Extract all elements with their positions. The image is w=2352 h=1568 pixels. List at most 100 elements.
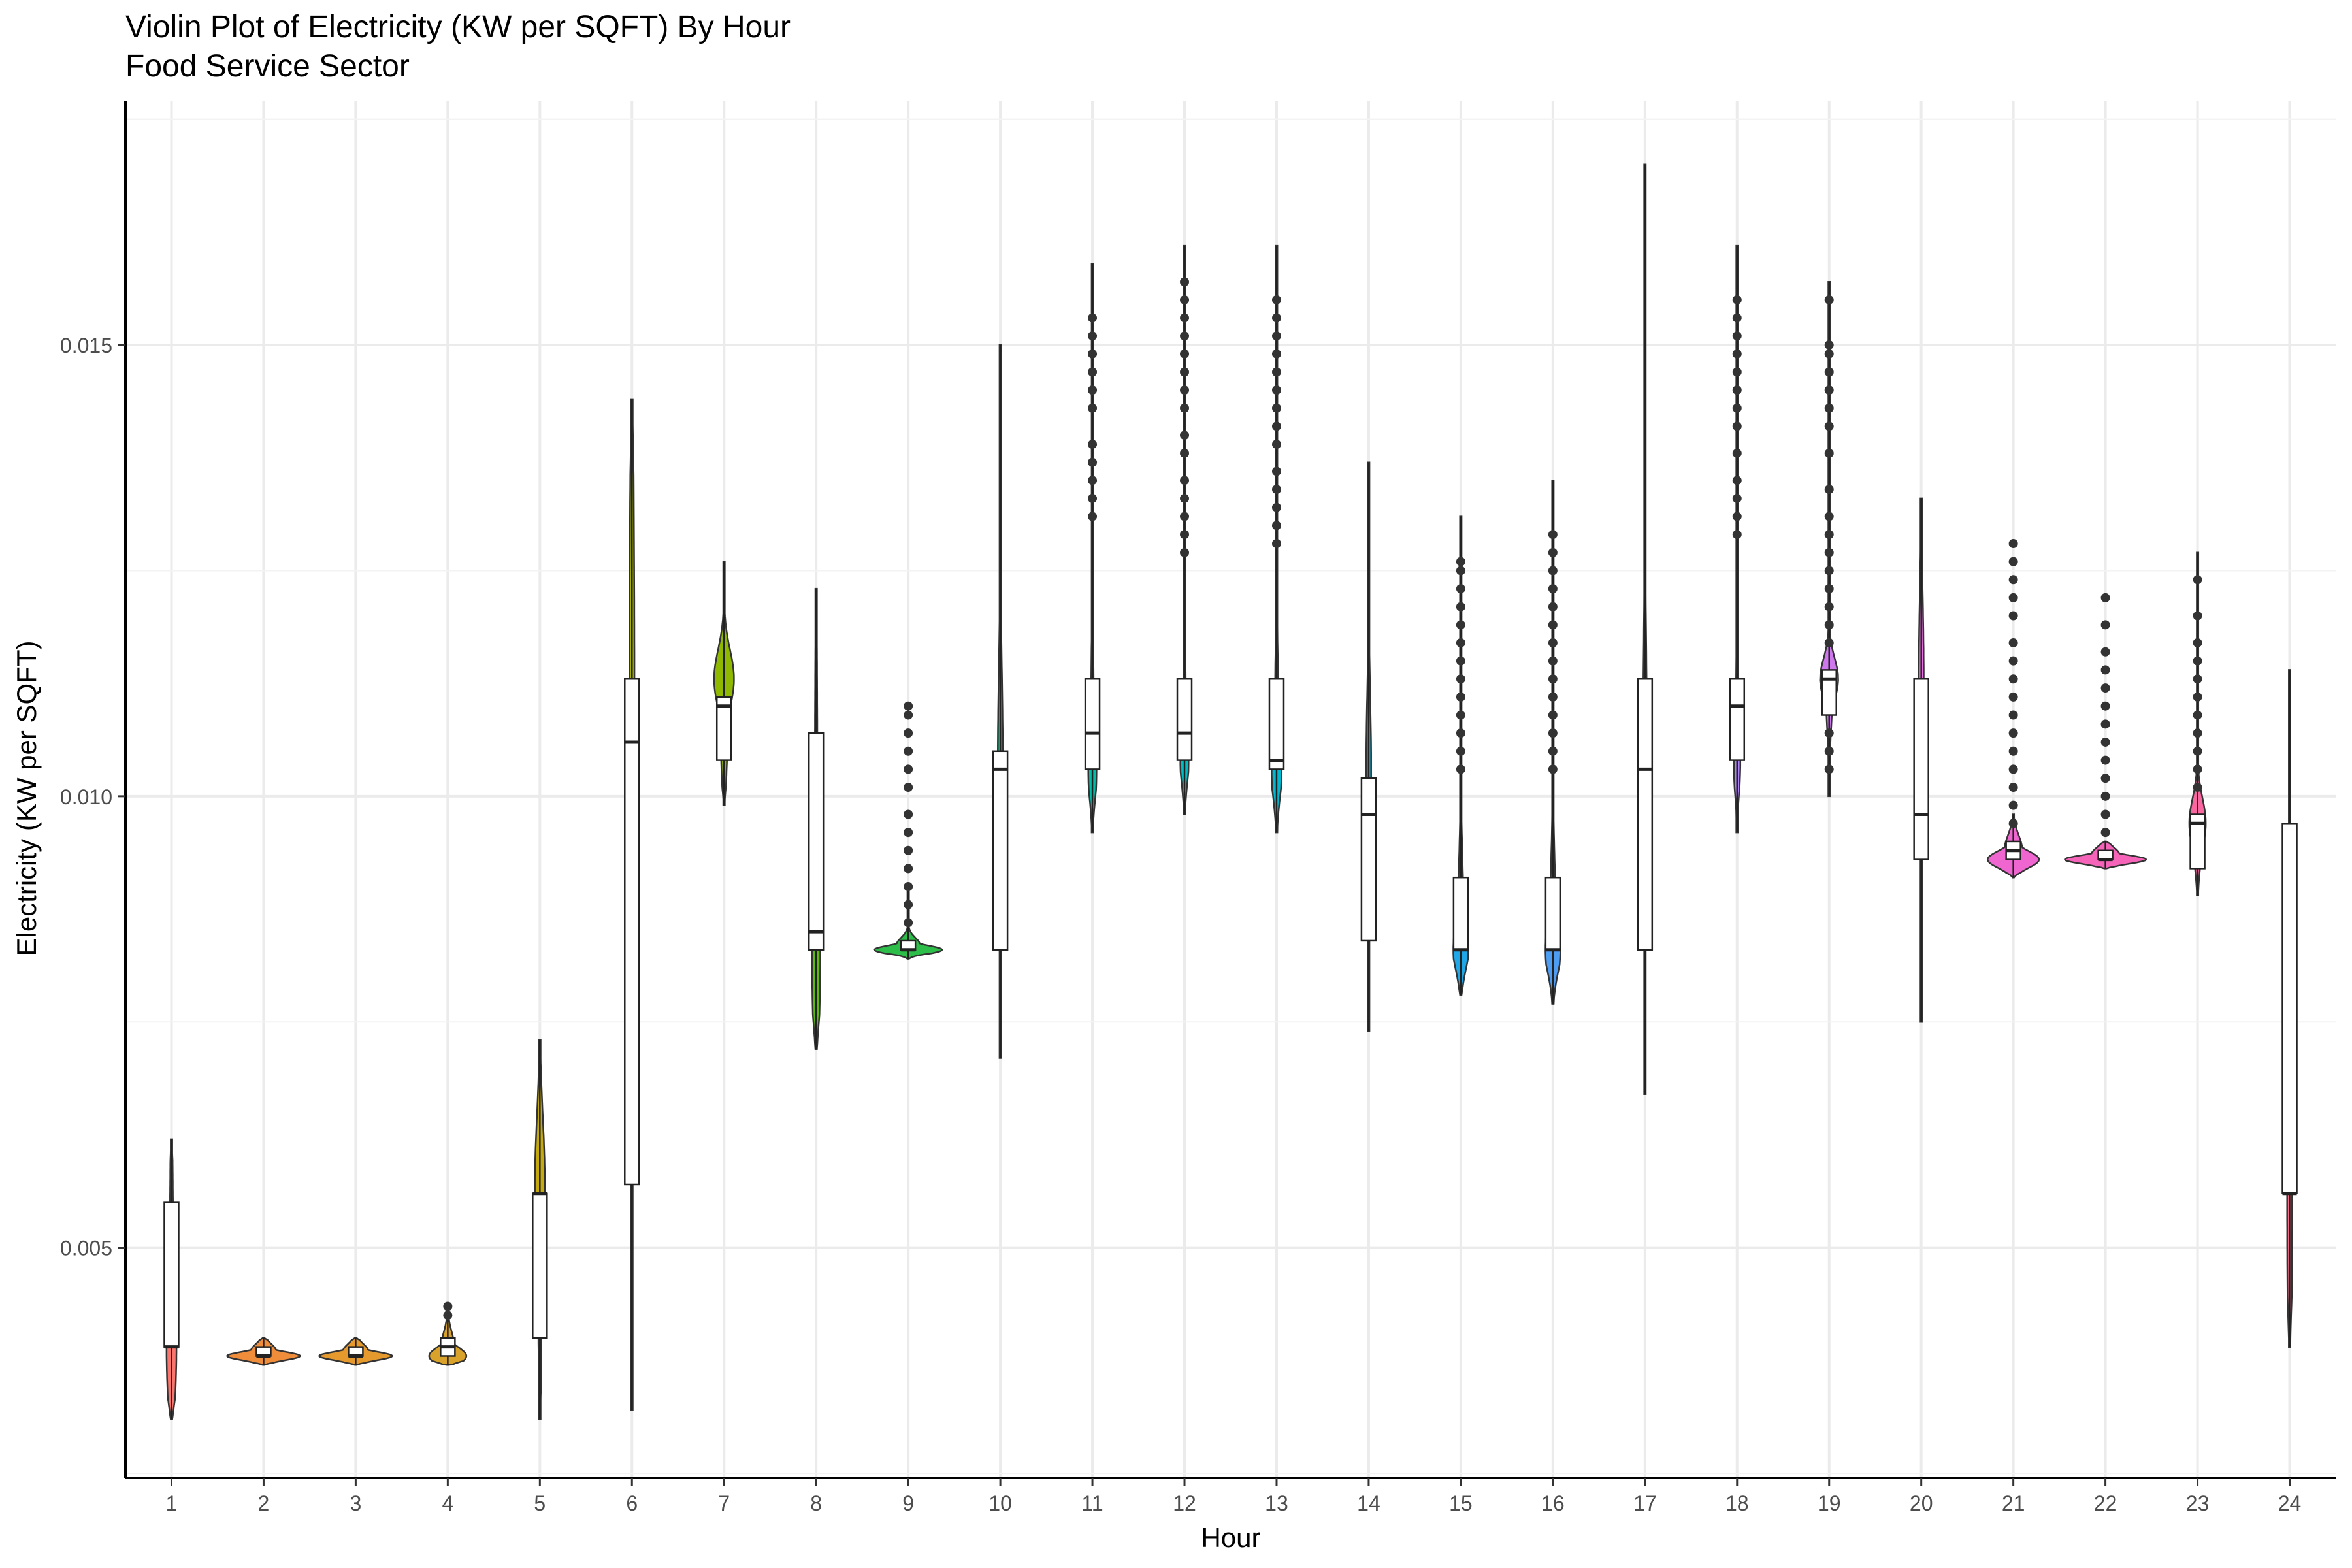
outlier-18-7 <box>1732 385 1742 395</box>
outlier-21-6 <box>2008 710 2018 720</box>
outlier-15-12 <box>1456 557 1465 566</box>
box-12 <box>1176 678 1193 761</box>
outlier-19-18 <box>1824 340 1834 350</box>
violin-group-11 <box>1084 263 1101 834</box>
outlier-21-1 <box>2008 800 2018 810</box>
outlier-12-12 <box>1180 313 1190 323</box>
outlier-9-10 <box>904 728 913 738</box>
outlier-16-2 <box>1548 728 1558 738</box>
outlier-19-9 <box>1824 530 1834 540</box>
outlier-21-13 <box>2008 575 2018 585</box>
outlier-9-1 <box>904 900 913 909</box>
outlier-13-11 <box>1271 331 1281 341</box>
outlier-16-3 <box>1548 710 1558 720</box>
y-tick-label-0.015: 0.015 <box>60 334 112 357</box>
outlier-19-13 <box>1824 421 1834 431</box>
outlier-18-5 <box>1732 421 1742 431</box>
box-19 <box>1821 669 1837 716</box>
outlier-13-8 <box>1271 385 1281 395</box>
outlier-21-7 <box>2008 692 2018 702</box>
outlier-12-6 <box>1180 431 1190 440</box>
x-tick-label-3: 3 <box>350 1492 361 1515</box>
box-1 <box>163 1201 180 1348</box>
violin-group-5 <box>532 1039 548 1420</box>
violin-group-13 <box>1268 244 1285 834</box>
outlier-9-6 <box>904 809 913 819</box>
outlier-11-10 <box>1088 313 1098 323</box>
box-8 <box>808 732 825 951</box>
outlier-18-0 <box>1732 530 1742 540</box>
outlier-22-11 <box>2100 620 2110 630</box>
outlier-22-1 <box>2100 809 2110 819</box>
x-tick-label-8: 8 <box>810 1492 822 1515</box>
outlier-22-4 <box>2100 755 2110 765</box>
outlier-12-13 <box>1180 295 1190 304</box>
outlier-15-9 <box>1456 602 1465 612</box>
outlier-19-11 <box>1824 485 1834 495</box>
x-tick-label-19: 19 <box>1818 1492 1841 1515</box>
outlier-9-2 <box>904 882 913 892</box>
outlier-13-5 <box>1271 440 1281 449</box>
outlier-22-12 <box>2100 593 2110 602</box>
violin-group-3 <box>318 1337 393 1366</box>
outlier-18-10 <box>1732 331 1742 341</box>
outlier-11-7 <box>1088 367 1098 377</box>
outlier-11-1 <box>1088 493 1098 503</box>
grid-layer <box>125 101 2336 1478</box>
x-tick-label-23: 23 <box>2186 1492 2210 1515</box>
violin-group-8 <box>808 587 825 1050</box>
outlier-22-6 <box>2100 719 2110 729</box>
outlier-23-10 <box>2193 575 2202 585</box>
outlier-11-2 <box>1088 476 1098 485</box>
x-tick-label-11: 11 <box>1081 1492 1103 1515</box>
outlier-4-1 <box>443 1301 453 1311</box>
outlier-9-3 <box>904 864 913 874</box>
violin-group-19 <box>1819 281 1839 798</box>
outlier-16-5 <box>1548 674 1558 684</box>
outlier-19-0 <box>1824 764 1834 774</box>
box-23 <box>2189 813 2206 870</box>
outlier-21-14 <box>2008 557 2018 566</box>
box-7 <box>715 696 732 761</box>
outlier-12-9 <box>1180 367 1190 377</box>
outlier-12-2 <box>1180 512 1190 521</box>
outlier-4-0 <box>443 1311 453 1320</box>
violin-group-4 <box>428 1301 468 1366</box>
chart-subtitle: Food Service Sector <box>125 49 410 84</box>
outlier-22-10 <box>2100 647 2110 657</box>
outlier-19-10 <box>1824 512 1834 521</box>
outlier-21-5 <box>2008 728 2018 738</box>
outlier-15-8 <box>1456 620 1465 630</box>
outlier-23-3 <box>2193 728 2202 738</box>
violin-group-15 <box>1452 515 1469 996</box>
box-14 <box>1360 777 1377 942</box>
outlier-21-2 <box>2008 783 2018 792</box>
outlier-16-11 <box>1548 566 1558 576</box>
outlier-16-1 <box>1548 746 1558 756</box>
outlier-9-11 <box>904 710 913 720</box>
outlier-23-6 <box>2193 674 2202 684</box>
outlier-12-5 <box>1180 448 1190 458</box>
chart-title: Violin Plot of Electricity (KW per SQFT)… <box>125 10 791 44</box>
outlier-16-13 <box>1548 530 1558 540</box>
x-tick-label-14: 14 <box>1357 1492 1380 1515</box>
violin-group-22 <box>2064 593 2147 870</box>
outlier-9-5 <box>904 828 913 838</box>
outlier-19-15 <box>1824 385 1834 395</box>
x-tick-label-10: 10 <box>988 1492 1012 1515</box>
outlier-15-7 <box>1456 638 1465 647</box>
violin-group-2 <box>226 1337 301 1366</box>
x-tick-label-13: 13 <box>1265 1492 1288 1515</box>
outlier-21-0 <box>2008 819 2018 828</box>
box-5 <box>532 1192 548 1339</box>
outlier-13-9 <box>1271 367 1281 377</box>
outlier-23-7 <box>2193 656 2202 666</box>
outlier-15-4 <box>1456 692 1465 702</box>
outlier-18-3 <box>1732 476 1742 485</box>
box-6 <box>624 678 640 1186</box>
y-tick-label-0.005: 0.005 <box>60 1237 112 1260</box>
violin-group-6 <box>624 398 640 1411</box>
outlier-22-2 <box>2100 791 2110 801</box>
y-axis-title: Electricity (KW per SQFT) <box>11 640 42 956</box>
